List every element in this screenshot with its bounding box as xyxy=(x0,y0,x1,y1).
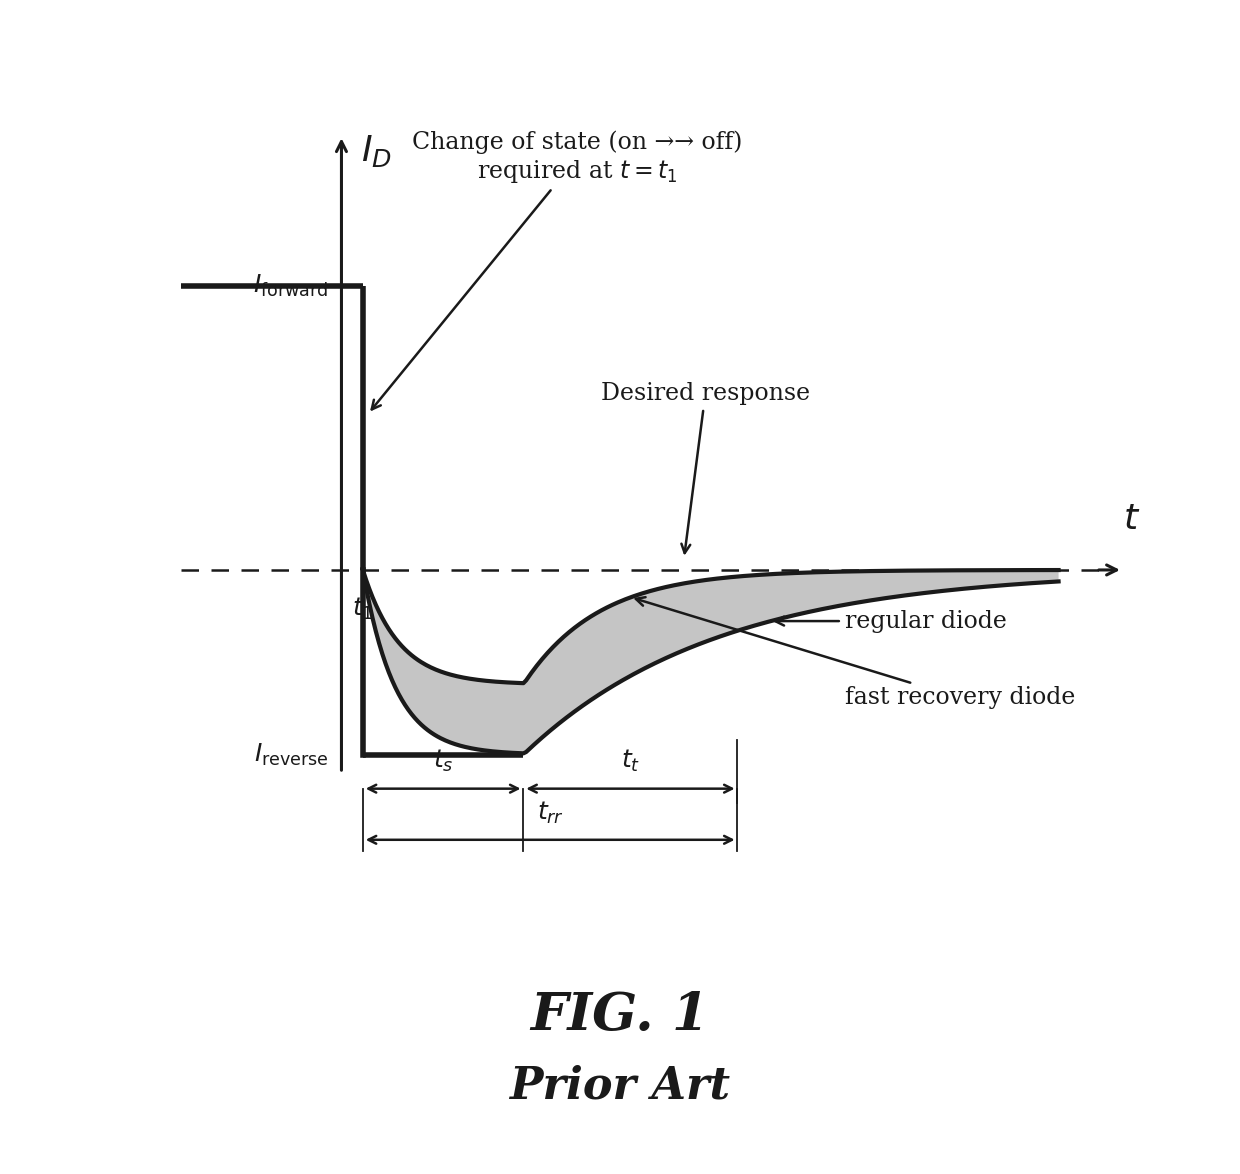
Text: $I_{\mathrm{forward}}$: $I_{\mathrm{forward}}$ xyxy=(253,272,329,299)
Text: $I_D$: $I_D$ xyxy=(361,133,392,169)
Text: $t_s$: $t_s$ xyxy=(433,748,454,775)
Text: $t_t$: $t_t$ xyxy=(621,748,640,775)
Polygon shape xyxy=(363,569,1059,754)
Text: $t_{rr}$: $t_{rr}$ xyxy=(537,799,564,825)
Text: Prior Art: Prior Art xyxy=(510,1065,730,1107)
Text: fast recovery diode: fast recovery diode xyxy=(636,598,1075,709)
Text: $I_{\mathrm{reverse}}$: $I_{\mathrm{reverse}}$ xyxy=(254,742,329,768)
Text: $t_1$: $t_1$ xyxy=(352,595,373,622)
Text: $t$: $t$ xyxy=(1122,501,1140,535)
Text: FIG. 1: FIG. 1 xyxy=(531,990,709,1041)
Text: Desired response: Desired response xyxy=(601,383,810,553)
Text: regular diode: regular diode xyxy=(775,609,1007,633)
Text: Change of state (on →→ off)
required at $t = t_1$: Change of state (on →→ off) required at … xyxy=(372,130,742,410)
